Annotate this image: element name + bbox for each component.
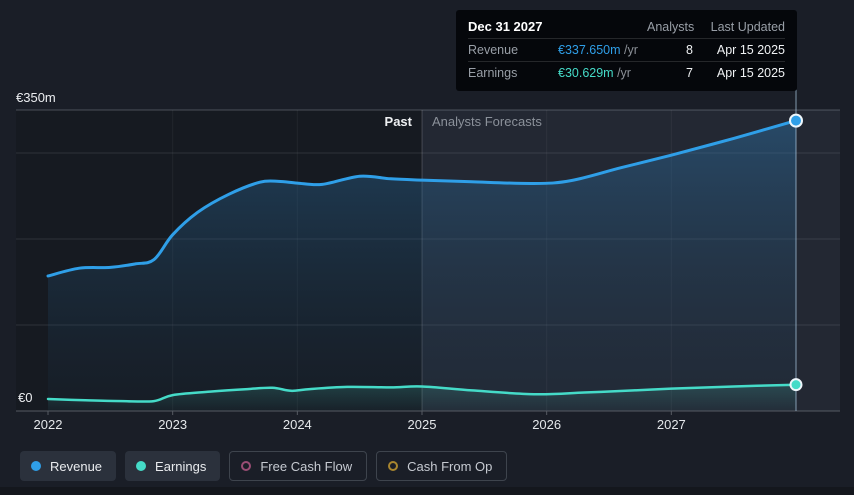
tooltip-unit-1: /yr (613, 66, 631, 80)
tooltip-revenue-row: Revenue €337.650m /yr 8 Apr 15 2025 (468, 38, 785, 61)
tooltip-date: Dec 31 2027 (468, 19, 543, 34)
earnings-series-dot-icon (136, 461, 147, 471)
legend-label-free-cash-flow: Free Cash Flow (260, 458, 353, 474)
past-region-label: Past (384, 114, 412, 129)
y-axis-label-max: €350m (16, 90, 56, 105)
legend-item-earnings[interactable]: Earnings (125, 451, 221, 481)
tooltip-unit-0: /yr (620, 43, 638, 57)
revenue-series-dot-icon (31, 461, 41, 471)
legend-item-cash-from-op[interactable]: Cash From Op (376, 451, 508, 481)
tooltip-value-1: €30.629m (558, 66, 614, 80)
tooltip-earnings-label: Earnings (468, 66, 518, 80)
tooltip: Dec 31 2027 Analysts Last Updated Revenu… (456, 10, 797, 91)
tooltip-earnings-row: Earnings €30.629m /yr 7 Apr 15 2025 (468, 61, 785, 84)
x-axis-label-2026: 2026 (532, 417, 562, 432)
tooltip-updated-header: Last Updated (710, 19, 785, 34)
y-axis-label-zero: €0 (18, 390, 33, 405)
tooltip-analysts-header: Analysts (647, 19, 695, 34)
x-axis-label-2024: 2024 (282, 417, 312, 432)
tooltip-revenue-analysts: 8 (686, 43, 693, 57)
legend-item-free-cash-flow[interactable]: Free Cash Flow (229, 451, 368, 481)
legend-label-earnings: Earnings (155, 458, 207, 474)
x-axis-label-2027: 2027 (656, 417, 686, 432)
legend: Revenue Earnings Free Cash Flow Cash Fro… (20, 451, 508, 481)
tooltip-earnings-updated: Apr 15 2025 (716, 66, 785, 80)
x-axis-label-2025: 2025 (407, 417, 437, 432)
x-axis-label-2022: 2022 (33, 417, 63, 432)
legend-item-revenue[interactable]: Revenue (20, 451, 117, 481)
forecast-region-label: Analysts Forecasts (432, 114, 542, 129)
legend-label-revenue: Revenue (50, 458, 103, 474)
tooltip-value-0: €337.650m (558, 43, 621, 57)
tooltip-revenue-label: Revenue (468, 43, 519, 57)
bottom-edge-strip (0, 487, 854, 495)
free-cash-flow-ring-icon (241, 461, 252, 471)
legend-label-cash-from-op: Cash From Op (407, 458, 493, 474)
cash-from-op-ring-icon (388, 461, 399, 471)
tooltip-revenue-updated: Apr 15 2025 (716, 43, 785, 57)
tooltip-earnings-analysts: 7 (686, 66, 693, 80)
tooltip-header-row: Dec 31 2027 Analysts Last Updated (468, 15, 785, 38)
x-axis-label-2023: 2023 (158, 417, 188, 432)
